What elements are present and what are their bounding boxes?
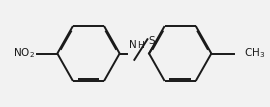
Text: $\mathregular{NO_2}$: $\mathregular{NO_2}$ — [13, 47, 35, 60]
Text: N: N — [129, 40, 137, 50]
Text: $\mathregular{CH_3}$: $\mathregular{CH_3}$ — [244, 47, 266, 60]
Text: H: H — [137, 41, 144, 50]
Text: S: S — [148, 36, 155, 46]
